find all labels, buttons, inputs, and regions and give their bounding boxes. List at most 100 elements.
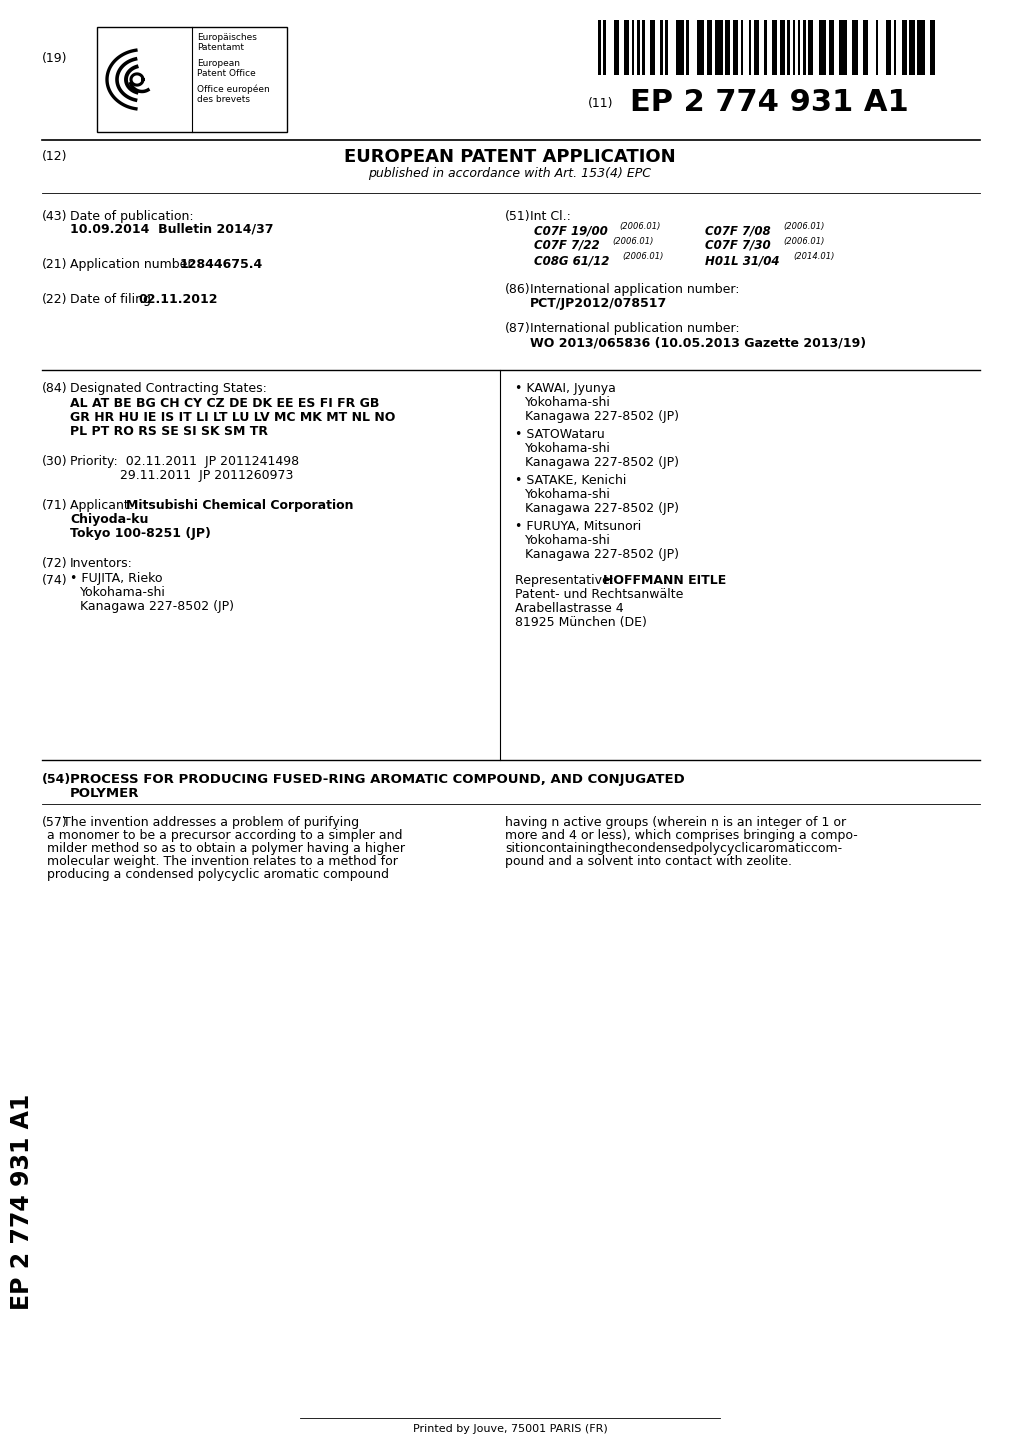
Text: molecular weight. The invention relates to a method for: molecular weight. The invention relates … (47, 855, 397, 868)
Bar (636, 20, 639, 75)
Text: Arabellastrasse 4: Arabellastrasse 4 (515, 601, 623, 614)
Text: 81925 München (DE): 81925 München (DE) (515, 616, 646, 629)
Bar (602, 20, 605, 75)
Text: H01L 31/04: H01L 31/04 (704, 254, 779, 267)
Text: 29.11.2011  JP 2011260973: 29.11.2011 JP 2011260973 (120, 469, 293, 482)
Text: Kanagawa 227-8502 (JP): Kanagawa 227-8502 (JP) (525, 410, 679, 423)
Text: Yokohama-shi: Yokohama-shi (525, 397, 610, 410)
Text: C07F 19/00: C07F 19/00 (534, 224, 607, 236)
Text: (84): (84) (42, 382, 67, 395)
Text: C08G 61/12: C08G 61/12 (534, 254, 608, 267)
Bar (909, 20, 914, 75)
Text: Europäisches: Europäisches (197, 33, 257, 42)
Bar (893, 20, 896, 75)
Bar (862, 20, 867, 75)
Bar (792, 20, 795, 75)
Text: International publication number:: International publication number: (530, 322, 739, 335)
Bar (597, 20, 600, 75)
Bar (631, 20, 634, 75)
Bar (828, 20, 834, 75)
Bar (649, 20, 654, 75)
Bar (763, 20, 766, 75)
Text: Patent- und Rechtsanwälte: Patent- und Rechtsanwälte (515, 588, 683, 601)
Text: The invention addresses a problem of purifying: The invention addresses a problem of pur… (47, 816, 359, 829)
Text: more and 4 or less), which comprises bringing a compo-: more and 4 or less), which comprises bri… (504, 829, 857, 842)
Text: (72): (72) (42, 557, 67, 570)
Text: • SATOWataru: • SATOWataru (515, 428, 604, 441)
Bar (839, 20, 847, 75)
Text: (71): (71) (42, 499, 67, 512)
Text: Chiyoda-ku: Chiyoda-ku (70, 513, 148, 526)
Text: (86): (86) (504, 283, 530, 296)
Text: sitioncontainingthecondensedpolycyclicaromaticcom-: sitioncontainingthecondensedpolycyclicar… (504, 842, 842, 855)
Text: published in accordance with Art. 153(4) EPC: published in accordance with Art. 153(4)… (368, 167, 651, 180)
Text: (2006.01): (2006.01) (783, 236, 823, 247)
Bar (748, 20, 750, 75)
Text: Office européen: Office européen (197, 85, 269, 95)
Text: Kanagawa 227-8502 (JP): Kanagawa 227-8502 (JP) (525, 502, 679, 515)
Text: Date of publication:: Date of publication: (70, 211, 194, 224)
Bar (664, 20, 667, 75)
Bar (696, 20, 704, 75)
Bar (818, 20, 825, 75)
Text: • SATAKE, Kenichi: • SATAKE, Kenichi (515, 474, 626, 487)
Bar (725, 20, 730, 75)
Text: (2014.01): (2014.01) (792, 252, 834, 261)
Text: having n active groups (wherein n is an integer of 1 or: having n active groups (wherein n is an … (504, 816, 846, 829)
Bar (642, 20, 644, 75)
Text: (2006.01): (2006.01) (611, 236, 653, 247)
Text: 10.09.2014  Bulletin 2014/37: 10.09.2014 Bulletin 2014/37 (70, 224, 273, 236)
Text: Yokohama-shi: Yokohama-shi (525, 487, 610, 500)
Bar (916, 20, 924, 75)
Bar (797, 20, 800, 75)
Text: (12): (12) (42, 150, 67, 163)
Bar (706, 20, 711, 75)
Text: Date of filing:: Date of filing: (70, 293, 159, 306)
Bar (676, 20, 683, 75)
Bar (733, 20, 738, 75)
Text: EUROPEAN PATENT APPLICATION: EUROPEAN PATENT APPLICATION (343, 149, 676, 166)
Bar (802, 20, 805, 75)
Text: Patent Office: Patent Office (197, 69, 256, 78)
Text: Designated Contracting States:: Designated Contracting States: (70, 382, 267, 395)
Text: HOFFMANN EITLE: HOFFMANN EITLE (602, 574, 726, 587)
Text: Application number:: Application number: (70, 258, 201, 271)
Text: (11): (11) (587, 97, 612, 110)
Text: Priority:  02.11.2011  JP 2011241498: Priority: 02.11.2011 JP 2011241498 (70, 456, 299, 469)
Bar (659, 20, 662, 75)
Bar (787, 20, 790, 75)
Text: a monomer to be a precursor according to a simpler and: a monomer to be a precursor according to… (47, 829, 403, 842)
Text: (87): (87) (504, 322, 530, 335)
Text: Yokohama-shi: Yokohama-shi (525, 443, 610, 456)
Text: (51): (51) (504, 211, 530, 224)
Bar (686, 20, 688, 75)
Text: (54): (54) (42, 773, 71, 786)
Bar (901, 20, 906, 75)
Text: milder method so as to obtain a polymer having a higher: milder method so as to obtain a polymer … (47, 842, 405, 855)
Text: Kanagawa 227-8502 (JP): Kanagawa 227-8502 (JP) (79, 600, 233, 613)
Text: Mitsubishi Chemical Corporation: Mitsubishi Chemical Corporation (126, 499, 354, 512)
Text: Applicant:: Applicant: (70, 499, 137, 512)
Text: (57): (57) (42, 816, 67, 829)
Text: (2006.01): (2006.01) (619, 222, 659, 231)
Text: (21): (21) (42, 258, 67, 271)
Text: • FUJITA, Rieko: • FUJITA, Rieko (70, 572, 162, 585)
Bar (852, 20, 857, 75)
Text: Kanagawa 227-8502 (JP): Kanagawa 227-8502 (JP) (525, 456, 679, 469)
Text: PL PT RO RS SE SI SK SM TR: PL PT RO RS SE SI SK SM TR (70, 425, 268, 438)
Text: C07F 7/22: C07F 7/22 (534, 239, 599, 252)
Text: • KAWAI, Jyunya: • KAWAI, Jyunya (515, 382, 615, 395)
Text: Yokohama-shi: Yokohama-shi (525, 534, 610, 547)
Text: C07F 7/08: C07F 7/08 (704, 224, 770, 236)
Text: GR HR HU IE IS IT LI LT LU LV MC MK MT NL NO: GR HR HU IE IS IT LI LT LU LV MC MK MT N… (70, 411, 395, 424)
Text: C07F 7/30: C07F 7/30 (704, 239, 770, 252)
Text: (30): (30) (42, 456, 67, 469)
Text: EP 2 774 931 A1: EP 2 774 931 A1 (10, 1093, 34, 1309)
Bar (740, 20, 743, 75)
Text: European: European (197, 59, 239, 68)
Text: Kanagawa 227-8502 (JP): Kanagawa 227-8502 (JP) (525, 548, 679, 561)
Bar (875, 20, 877, 75)
Text: Int Cl.:: Int Cl.: (530, 211, 571, 224)
Bar (97, 27, 286, 133)
Text: International application number:: International application number: (530, 283, 739, 296)
